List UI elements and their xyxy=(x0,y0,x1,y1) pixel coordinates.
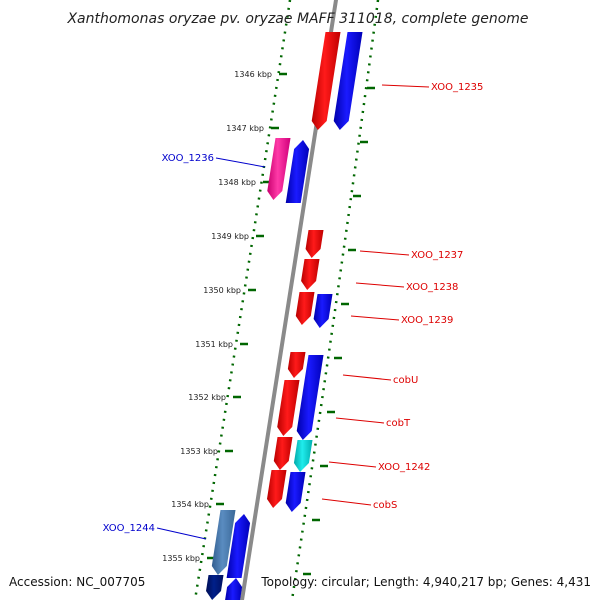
track-guide-lines xyxy=(193,0,380,600)
gene-label-xoo-1235[interactable]: XOO_1235 xyxy=(431,82,483,93)
gene-cobu[interactable] xyxy=(287,352,306,378)
gene-cobt[interactable] xyxy=(277,380,300,436)
leader-line xyxy=(359,250,410,256)
gene-label-xoo-1244[interactable]: XOO_1244 xyxy=(103,523,155,534)
gene-xoo-1244[interactable] xyxy=(211,510,236,575)
gene-xoo-1236[interactable] xyxy=(267,138,291,200)
gene-navy-bottom[interactable] xyxy=(206,575,224,600)
leader-line xyxy=(156,527,207,540)
gene-blue-bottom[interactable] xyxy=(225,578,243,600)
gene-xoo-1239[interactable] xyxy=(295,292,315,325)
gene-xoo-1239-blue[interactable] xyxy=(313,294,333,328)
leader-line xyxy=(342,374,392,381)
gene-xoo-1235-blue[interactable] xyxy=(333,32,363,130)
accession-text: Accession: NC_007705 xyxy=(9,575,145,589)
gene-xoo-1237[interactable] xyxy=(305,230,324,258)
leader-line xyxy=(328,461,377,468)
gene-xoo-1244-blue[interactable] xyxy=(226,514,251,578)
gene-label-xoo-1236[interactable]: XOO_1236 xyxy=(162,153,214,164)
gene-label-xoo-1242[interactable]: XOO_1242 xyxy=(378,462,430,473)
outer-dotted-track xyxy=(290,0,380,600)
tick-label: 1354 kbp xyxy=(171,500,209,509)
gene-xoo-1236-blue[interactable] xyxy=(285,140,310,203)
gene-label-cobu[interactable]: cobU xyxy=(393,375,418,386)
gene-xoo-1242[interactable] xyxy=(273,437,293,470)
leader-line xyxy=(350,315,400,321)
tick-label: 1352 kbp xyxy=(188,393,226,402)
label-leader-lines xyxy=(156,84,430,540)
gene-cobs[interactable] xyxy=(267,470,287,508)
gene-xoo-1235-red[interactable] xyxy=(311,32,341,130)
leader-line xyxy=(355,282,405,288)
gene-cobs-blue[interactable] xyxy=(285,472,306,512)
leader-line xyxy=(381,84,430,88)
leader-line xyxy=(335,417,385,424)
leader-line xyxy=(321,498,372,506)
tick-label: 1351 kbp xyxy=(195,340,233,349)
gene-xoo-1242-cyan[interactable] xyxy=(293,440,313,472)
inner-dotted-track xyxy=(193,0,292,600)
topology-text: Topology: circular; Length: 4,940,217 bp… xyxy=(260,575,591,589)
leader-line xyxy=(215,157,266,168)
tick-marks: 1346 kbp 1347 kbp 1348 kbp 1349 kbp 1350 kbp… xyxy=(162,70,375,576)
tick-label: 1353 kbp xyxy=(180,447,218,456)
tick-label: 1355 kbp xyxy=(162,554,200,563)
tick-label: 1349 kbp xyxy=(211,232,249,241)
tick-label: 1348 kbp xyxy=(218,178,256,187)
gene-label-xoo-1237[interactable]: XOO_1237 xyxy=(411,250,463,261)
gene-xoo-1238[interactable] xyxy=(301,259,320,290)
gene-cobt-blue[interactable] xyxy=(296,355,324,440)
tick-label: 1347 kbp xyxy=(226,124,264,133)
gene-features[interactable] xyxy=(206,32,363,600)
genome-title: Xanthomonas oryzae pv. oryzae MAFF 31101… xyxy=(66,11,528,27)
tick-label: 1350 kbp xyxy=(203,286,241,295)
gene-label-xoo-1239[interactable]: XOO_1239 xyxy=(401,315,453,326)
gene-label-cobs[interactable]: cobS xyxy=(373,500,397,511)
gene-labels[interactable]: XOO_1235 XOO_1236 XOO_1237 XOO_1238 XOO_1239… xyxy=(103,82,484,534)
gene-label-cobt[interactable]: cobT xyxy=(386,418,411,429)
gene-label-xoo-1238[interactable]: XOO_1238 xyxy=(406,282,458,293)
tick-label: 1346 kbp xyxy=(234,70,272,79)
